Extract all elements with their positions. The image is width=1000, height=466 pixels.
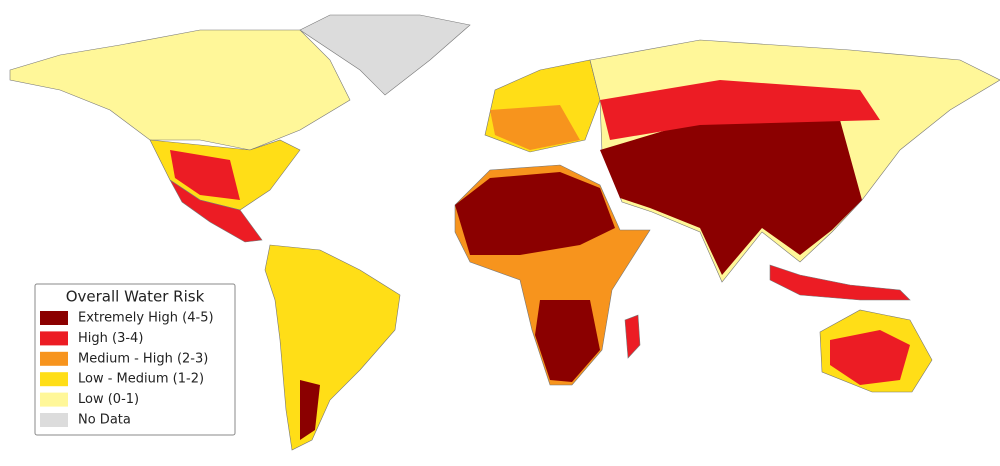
legend-label: High (3-4) [78,331,143,346]
legend-swatch [40,372,68,387]
madagascar [624,314,641,359]
us-west-risk [170,150,240,200]
central-asia-risk [600,80,880,140]
legend: Overall Water Risk Extremely High (4-5) H… [34,283,236,436]
legend-swatch [40,392,68,407]
legend-label: Medium - High (2-3) [78,351,208,366]
legend-label: Low - Medium (1-2) [78,372,204,387]
southern-africa-risk [535,300,600,382]
chile-risk [300,380,320,440]
legend-box [34,283,236,436]
central-america [169,179,263,243]
legend-swatch [40,351,68,366]
legend-swatch [40,311,68,325]
europe-risk [490,105,580,150]
australia-risk [830,330,910,385]
legend-title: Overall Water Risk [66,288,205,306]
asia-risk [600,120,862,275]
legend-swatch [40,331,68,346]
legend-label: Low (0-1) [78,392,139,407]
south-america [264,244,401,451]
risk-overlay [170,80,910,440]
indonesia [769,264,911,301]
sahara-risk [455,172,615,255]
legend-label: Extremely High (4-5) [78,311,214,326]
legend-swatch [40,413,68,427]
north-america-north [9,29,351,151]
legend-label: No Data [78,413,131,428]
greenland [299,14,471,96]
